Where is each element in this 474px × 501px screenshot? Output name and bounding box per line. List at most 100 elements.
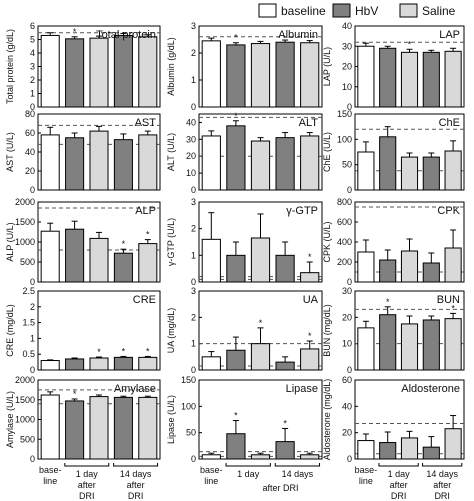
y-tick-label: 2000	[15, 375, 35, 385]
bar	[65, 137, 85, 191]
y-tick-label: 150	[181, 375, 196, 385]
group-bracket	[422, 463, 463, 467]
x-group-label: line	[204, 476, 218, 486]
bar	[40, 394, 60, 460]
x-group-label: 14 days	[426, 469, 458, 479]
y-tick-label: 3	[30, 62, 35, 72]
y-tick-label: 1	[191, 250, 196, 260]
bar	[138, 396, 158, 460]
bar	[422, 262, 440, 283]
bar	[400, 51, 419, 108]
bar	[275, 41, 295, 108]
y-tick-label: 40	[25, 147, 35, 157]
bar	[250, 454, 271, 460]
y-tick-label: 2	[30, 302, 35, 312]
y-tick-label: 150	[337, 109, 352, 119]
x-group-label: after	[127, 480, 145, 490]
bar	[226, 349, 246, 371]
bar	[357, 440, 375, 460]
y-tick-label: 2	[191, 48, 196, 58]
bar	[113, 139, 133, 191]
y-tick-label: 40	[342, 401, 352, 411]
y-tick-label: 400	[337, 237, 352, 247]
bar	[65, 228, 85, 283]
chart-panel: 0 0.5 1 1.5 2 2.5 * * * CRE CRE (mg/dL)	[5, 286, 161, 375]
significance-star: *	[73, 27, 77, 37]
bar	[89, 237, 109, 283]
significance-star: *	[451, 303, 455, 313]
significance-star: *	[386, 297, 390, 307]
y-tick-label: 2.5	[22, 286, 35, 296]
x-group-label: line	[359, 476, 373, 486]
panel-title: ALT	[299, 117, 319, 129]
panel-title: γ-GTP	[286, 205, 318, 217]
x-group-label: after	[433, 480, 451, 490]
x-group-label: 14 days	[282, 469, 314, 479]
panel-title: CPK	[437, 205, 460, 217]
x-group-label: after	[390, 480, 408, 490]
y-tick-label: 60	[25, 128, 35, 138]
panel-title: UA	[303, 294, 319, 306]
chart-panel: 0 1 2 3 * γ-GTP γ-GTP (U/L)	[166, 197, 323, 287]
legend-label: HbV	[355, 4, 378, 18]
y-tick-label: 0	[347, 454, 352, 464]
y-tick-label: 1	[30, 89, 35, 99]
chart-panel: 0 50 100 150 ChE ChE (U/L)	[322, 109, 465, 195]
x-group-label: DRI	[128, 491, 144, 501]
y-tick-label: 10	[342, 82, 352, 92]
panel-title: Lipase	[286, 383, 318, 395]
y-tick-label: 20	[342, 62, 352, 72]
chart-panel: 0 1 2 3 * Albumin Albumin (g/dL)	[166, 21, 323, 112]
bar	[113, 252, 133, 283]
bar	[65, 358, 85, 371]
chart-panel: 0 10 20 30 40 * ALT ALT (U/L)	[166, 111, 323, 195]
group-bracket	[225, 463, 271, 467]
bar	[300, 42, 320, 108]
bar	[379, 442, 397, 460]
y-tick-label: 40	[186, 117, 196, 127]
bar	[379, 47, 397, 108]
x-group-label: line	[43, 476, 57, 486]
bar	[138, 36, 158, 108]
y-tick-label: 30	[342, 286, 352, 296]
bar	[400, 156, 419, 191]
x-group-label: base-	[355, 465, 378, 475]
chart-panel: 0 500 1000 1500 2000 * Amylase Amylase (U/L)	[5, 375, 161, 464]
bar	[444, 150, 462, 191]
group-bracket	[64, 463, 110, 467]
y-tick-label: 0	[191, 185, 196, 195]
bar	[226, 254, 246, 283]
y-tick-label: 800	[337, 197, 352, 207]
y-axis-label: CPK (U/L)	[322, 221, 332, 262]
legend-swatch	[258, 3, 277, 18]
bar	[201, 40, 221, 108]
y-tick-label: 1500	[15, 395, 35, 405]
bar	[201, 238, 221, 283]
bar	[422, 156, 440, 191]
x-group-label: after DRI	[262, 483, 298, 493]
y-tick-label: 3	[191, 197, 196, 207]
y-tick-label: 2	[30, 75, 35, 85]
bar	[300, 135, 320, 191]
panel-title: Total protein	[96, 29, 156, 41]
y-tick-label: 1000	[15, 415, 35, 425]
panel-title: CRE	[133, 294, 156, 306]
bar	[444, 247, 462, 283]
legend: baseline HbV Saline	[258, 3, 456, 18]
y-tick-label: 50	[342, 160, 352, 170]
y-tick-label: 1	[30, 333, 35, 343]
y-tick-label: 0	[191, 102, 196, 112]
bar	[400, 323, 419, 371]
bar	[300, 454, 320, 460]
bar	[444, 50, 462, 108]
y-tick-label: 2000	[15, 197, 35, 207]
y-axis-label: Amylase (U/L)	[5, 391, 15, 448]
bar	[379, 314, 397, 371]
bar	[40, 134, 60, 191]
bar	[40, 34, 60, 108]
chart-panel: 0 200 400 600 800 CPK CPK (U/L)	[322, 197, 465, 287]
y-tick-label: 20	[342, 428, 352, 438]
y-tick-label: 30	[342, 41, 352, 51]
bar	[226, 125, 246, 191]
significance-star: *	[408, 39, 412, 49]
